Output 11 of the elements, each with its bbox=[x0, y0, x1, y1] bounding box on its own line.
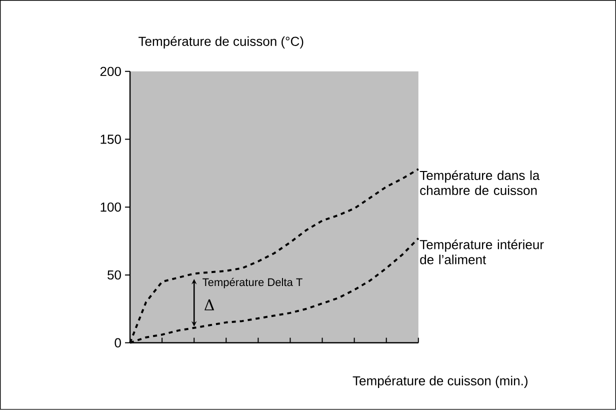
y-tick-label: 100 bbox=[100, 202, 121, 212]
y-tick-label: 0 bbox=[114, 338, 121, 348]
x-axis-title: Température de cuisson (min.) bbox=[352, 376, 528, 388]
y-tick-label: 50 bbox=[108, 270, 121, 280]
series-label: Température intérieur de l’aliment bbox=[420, 240, 544, 264]
annotation: Δ bbox=[204, 299, 214, 310]
y-tick-label: 150 bbox=[100, 134, 121, 144]
y-tick-label: 200 bbox=[100, 66, 121, 76]
annotation: Température Delta T bbox=[202, 278, 302, 288]
y-axis-title: Température de cuisson (°C) bbox=[138, 36, 304, 49]
series-label: Température dans la chambre de cuisson bbox=[420, 170, 540, 196]
